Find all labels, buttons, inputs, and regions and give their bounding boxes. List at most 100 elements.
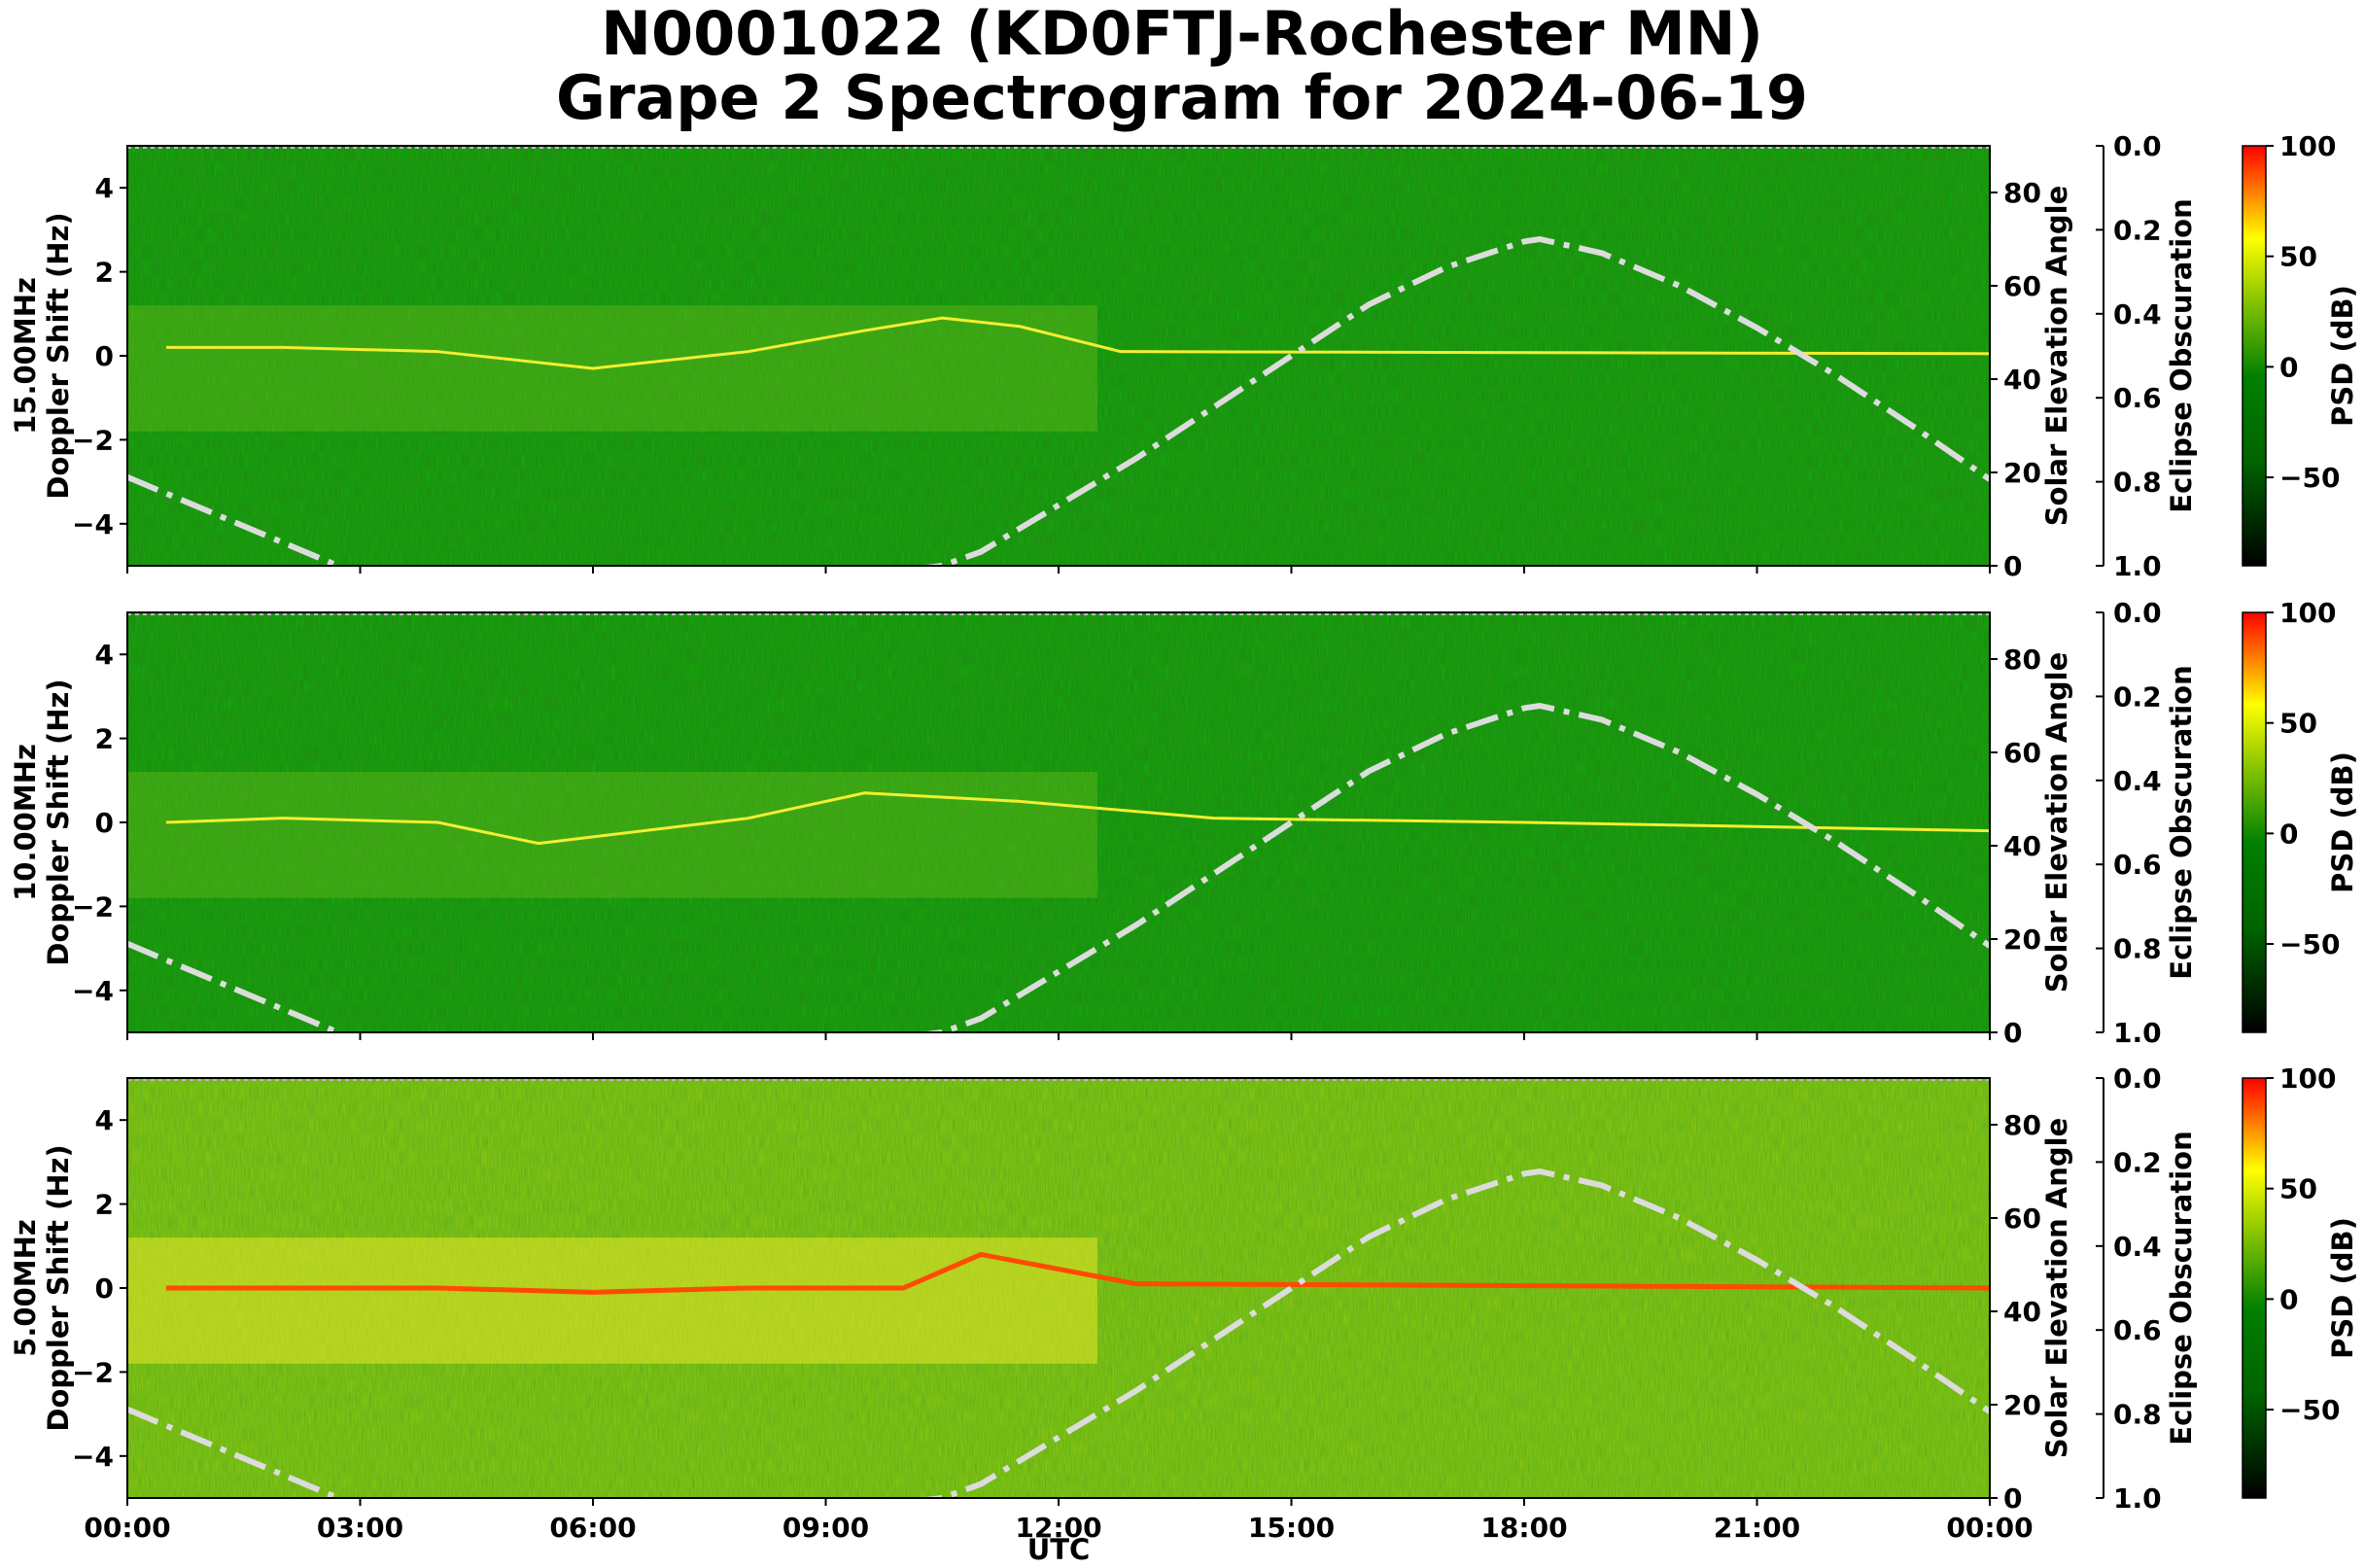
y-tick-label: 4 bbox=[95, 172, 114, 204]
eclipse-tick-label: 0.0 bbox=[2113, 130, 2162, 162]
right-tick-label: 0 bbox=[2003, 1482, 2022, 1515]
colorbar-label-group: PSD (dB) bbox=[2326, 1217, 2359, 1359]
x-tick-label: 06:00 bbox=[549, 1512, 636, 1544]
right-axis-label-group: Solar Elevation Angle bbox=[2040, 186, 2073, 527]
right-tick-label: 20 bbox=[2003, 1389, 2041, 1421]
y-axis-label-frequency: 10.00MHz bbox=[9, 744, 42, 901]
colorbar bbox=[2242, 145, 2267, 567]
eclipse-tick-label: 0.4 bbox=[2113, 1231, 2162, 1263]
right-tick-label: 0 bbox=[2003, 1017, 2022, 1049]
eclipse-tick-label: 1.0 bbox=[2113, 1482, 2162, 1515]
right-axis-label: Solar Elevation Angle bbox=[2040, 186, 2073, 527]
x-tick-label: 15:00 bbox=[1248, 1512, 1335, 1544]
y-tick-label: −4 bbox=[72, 975, 114, 1007]
solar-elevation-line bbox=[127, 1167, 1990, 1498]
y-axis-label: Doppler Shift (Hz) bbox=[42, 679, 75, 965]
eclipse-axis-label-group: Eclipse Obscuration bbox=[2165, 198, 2198, 512]
y-tick-label: 2 bbox=[95, 1189, 114, 1221]
y-tick-label: −2 bbox=[72, 1356, 114, 1388]
panel-15.00MHz: 420−2−415.00MHz Doppler Shift (Hz)8060402… bbox=[9, 130, 2359, 582]
y-axis-label-group: 15.00MHz Doppler Shift (Hz) bbox=[9, 212, 75, 499]
right-tick-label: 60 bbox=[2003, 270, 2041, 302]
right-tick-label: 20 bbox=[2003, 923, 2041, 956]
right-tick-label: 20 bbox=[2003, 457, 2041, 489]
colorbar-tick-label: 100 bbox=[2279, 130, 2336, 162]
right-tick-label: 80 bbox=[2003, 644, 2041, 676]
eclipse-tick-label: 0.2 bbox=[2113, 680, 2162, 713]
eclipse-tick-label: 0.8 bbox=[2113, 467, 2162, 499]
panel-5.00MHz: 420−2−45.00MHz Doppler Shift (Hz)80604020… bbox=[9, 1063, 2359, 1544]
right-tick-label: 80 bbox=[2003, 1109, 2041, 1141]
colorbar-tick-label: 0 bbox=[2279, 351, 2298, 383]
eclipse-axis-label: Eclipse Obscuration bbox=[2165, 198, 2198, 512]
right-tick-label: 0 bbox=[2003, 550, 2022, 582]
right-axis-label-group: Solar Elevation Angle bbox=[2040, 1118, 2073, 1459]
colorbar-tick-label: −50 bbox=[2279, 1394, 2340, 1426]
eclipse-tick-label: 0.6 bbox=[2113, 849, 2162, 881]
eclipse-tick-label: 0.2 bbox=[2113, 1146, 2162, 1178]
eclipse-tick-label: 0.6 bbox=[2113, 382, 2162, 414]
right-tick-label: 40 bbox=[2003, 364, 2041, 396]
colorbar-tick-label: 50 bbox=[2279, 1173, 2317, 1205]
right-tick-label: 40 bbox=[2003, 1296, 2041, 1328]
colorbar-tick-label: 50 bbox=[2279, 708, 2317, 740]
eclipse-axis-label-group: Eclipse Obscuration bbox=[2165, 665, 2198, 979]
colorbar bbox=[2242, 611, 2267, 1033]
right-tick-label: 60 bbox=[2003, 1202, 2041, 1235]
x-tick-label: 12:00 bbox=[1015, 1512, 1101, 1544]
x-tick-label: 03:00 bbox=[317, 1512, 403, 1544]
x-axis-label: UTC bbox=[1027, 1533, 1091, 1566]
eclipse-tick-label: 1.0 bbox=[2113, 1017, 2162, 1049]
colorbar-tick-label: −50 bbox=[2279, 928, 2340, 960]
colorbar-tick-label: 100 bbox=[2279, 597, 2336, 629]
x-tick-label: 21:00 bbox=[1714, 1512, 1800, 1544]
colorbar-tick-label: 50 bbox=[2279, 241, 2317, 273]
eclipse-axis-label: Eclipse Obscuration bbox=[2165, 665, 2198, 979]
right-tick-label: 40 bbox=[2003, 830, 2041, 862]
right-axis-label: Solar Elevation Angle bbox=[2040, 1118, 2073, 1459]
eclipse-tick-label: 0.6 bbox=[2113, 1314, 2162, 1346]
colorbar-label-group: PSD (dB) bbox=[2326, 285, 2359, 427]
y-tick-label: −2 bbox=[72, 890, 114, 923]
y-tick-label: 2 bbox=[95, 257, 114, 289]
y-tick-label: 4 bbox=[95, 1104, 114, 1136]
eclipse-tick-label: 0.0 bbox=[2113, 597, 2162, 629]
carrier-trace bbox=[165, 791, 1991, 846]
spectrogram-noise bbox=[127, 146, 1990, 566]
x-tick-label: 00:00 bbox=[84, 1512, 170, 1544]
right-axis-label: Solar Elevation Angle bbox=[2040, 652, 2073, 993]
colorbar-label: PSD (dB) bbox=[2326, 1217, 2359, 1359]
colorbar bbox=[2242, 1077, 2267, 1499]
y-axis-label-group: 10.00MHz Doppler Shift (Hz) bbox=[9, 679, 75, 965]
y-tick-label: 2 bbox=[95, 723, 114, 755]
y-tick-label: 4 bbox=[95, 639, 114, 671]
solar-elevation-line bbox=[127, 235, 1990, 566]
y-axis-label-group: 5.00MHz Doppler Shift (Hz) bbox=[9, 1144, 75, 1431]
title-line-2: Grape 2 Spectrogram for 2024-06-19 bbox=[556, 62, 1808, 133]
x-tick-label: 09:00 bbox=[783, 1512, 869, 1544]
eclipse-tick-label: 0.2 bbox=[2113, 214, 2162, 246]
right-tick-label: 60 bbox=[2003, 737, 2041, 769]
colorbar-label-group: PSD (dB) bbox=[2326, 751, 2359, 893]
solar-elevation-line bbox=[127, 702, 1990, 1032]
eclipse-tick-label: 0.8 bbox=[2113, 1399, 2162, 1431]
y-axis-label-frequency: 5.00MHz bbox=[9, 1219, 42, 1357]
x-tick-label: 18:00 bbox=[1480, 1512, 1567, 1544]
panel-10.00MHz: 420−2−410.00MHz Doppler Shift (Hz)8060402… bbox=[9, 597, 2359, 1049]
x-tick-label: 00:00 bbox=[1946, 1512, 2033, 1544]
y-tick-label: 0 bbox=[95, 1272, 114, 1305]
y-tick-label: 0 bbox=[95, 340, 114, 372]
y-axis-label-frequency: 15.00MHz bbox=[9, 277, 42, 435]
colorbar-tick-label: 0 bbox=[2279, 818, 2298, 850]
panels-group: 420−2−415.00MHz Doppler Shift (Hz)8060402… bbox=[9, 130, 2359, 1544]
eclipse-axis-label-group: Eclipse Obscuration bbox=[2165, 1131, 2198, 1445]
carrier-trace bbox=[165, 1251, 1991, 1295]
y-tick-label: −4 bbox=[72, 1441, 114, 1473]
eclipse-tick-label: 0.4 bbox=[2113, 765, 2162, 797]
y-axis-label: Doppler Shift (Hz) bbox=[42, 1144, 75, 1431]
y-axis-label: Doppler Shift (Hz) bbox=[42, 212, 75, 499]
energy-band bbox=[127, 305, 1097, 432]
y-tick-label: 0 bbox=[95, 807, 114, 839]
colorbar-tick-label: 0 bbox=[2279, 1283, 2298, 1315]
